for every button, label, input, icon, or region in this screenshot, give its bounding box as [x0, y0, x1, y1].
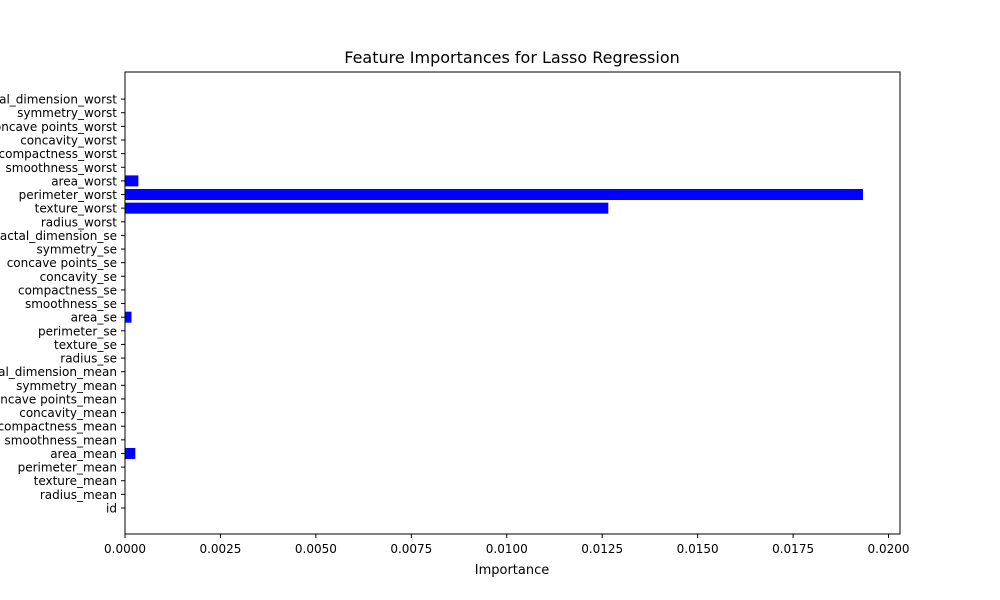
bar-perimeter_worst	[125, 189, 863, 201]
y-tick-label-concave-points_mean: concave points_mean	[0, 392, 117, 406]
y-tick-label-texture_worst: texture_worst	[35, 202, 118, 216]
x-tick-label: 0.0150	[677, 542, 719, 556]
y-tick-label-fractal_dimension_mean: fractal_dimension_mean	[0, 365, 117, 379]
y-tick-label-fractal_dimension_se: fractal_dimension_se	[0, 229, 117, 243]
y-tick-label-texture_mean: texture_mean	[34, 474, 117, 488]
chart-title: Feature Importances for Lasso Regression	[344, 48, 680, 67]
y-tick-label-radius_mean: radius_mean	[40, 488, 117, 502]
y-tick-label-concavity_worst: concavity_worst	[20, 133, 117, 147]
y-tick-label-area_worst: area_worst	[51, 174, 117, 188]
y-tick-label-smoothness_se: smoothness_se	[25, 297, 117, 311]
y-tick-label-perimeter_mean: perimeter_mean	[18, 461, 117, 475]
x-tick-label: 0.0075	[390, 542, 432, 556]
y-tick-label-symmetry_se: symmetry_se	[37, 243, 118, 257]
y-tick-label-compactness_se: compactness_se	[18, 283, 117, 297]
x-tick-label: 0.0175	[772, 542, 814, 556]
y-tick-label-compactness_mean: compactness_mean	[0, 420, 117, 434]
y-tick-label-id: id	[106, 502, 117, 516]
x-tick-label: 0.0050	[295, 542, 337, 556]
x-axis-label: Importance	[475, 563, 550, 578]
y-tick-label-radius_se: radius_se	[60, 352, 117, 366]
bar-area_mean	[125, 447, 136, 459]
y-tick-label-perimeter_worst: perimeter_worst	[19, 188, 118, 202]
y-tick-label-compactness_worst: compactness_worst	[0, 147, 117, 161]
y-tick-label-perimeter_se: perimeter_se	[38, 324, 117, 338]
plot-frame	[124, 71, 901, 535]
bar-area_se	[125, 311, 132, 323]
x-axis-ticks: 0.0000 0.0025 0.0050 0.0075 0.0100 0.0125 0.01…	[104, 534, 910, 556]
y-axis-ticks: idradius_meantexture_meanperimeter_meana…	[0, 93, 125, 516]
bar-texture_worst	[125, 202, 609, 214]
y-tick-label-concavity_mean: concavity_mean	[19, 406, 117, 420]
y-tick-label-texture_se: texture_se	[54, 338, 117, 352]
x-tick-label: 0.0025	[199, 542, 241, 556]
y-tick-label-smoothness_mean: smoothness_mean	[5, 433, 117, 447]
x-tick-label: 0.0000	[104, 542, 146, 556]
x-tick-label: 0.0200	[868, 542, 910, 556]
y-tick-label-area_se: area_se	[71, 311, 117, 325]
y-tick-label-radius_worst: radius_worst	[41, 215, 117, 229]
y-tick-label-fractal_dimension_worst: fractal_dimension_worst	[0, 93, 117, 107]
y-tick-label-concave-points_se: concave points_se	[7, 256, 117, 270]
y-tick-label-symmetry_worst: symmetry_worst	[17, 106, 117, 120]
bar-area_worst	[125, 175, 139, 187]
y-tick-label-smoothness_worst: smoothness_worst	[6, 161, 118, 175]
y-tick-label-symmetry_mean: symmetry_mean	[16, 379, 117, 393]
x-tick-label: 0.0125	[581, 542, 623, 556]
y-tick-label-concavity_se: concavity_se	[40, 270, 117, 284]
bars-group	[125, 175, 863, 459]
x-tick-label: 0.0100	[486, 542, 528, 556]
y-tick-label-area_mean: area_mean	[50, 447, 117, 461]
y-tick-label-concave-points_worst: concave points_worst	[0, 120, 117, 134]
